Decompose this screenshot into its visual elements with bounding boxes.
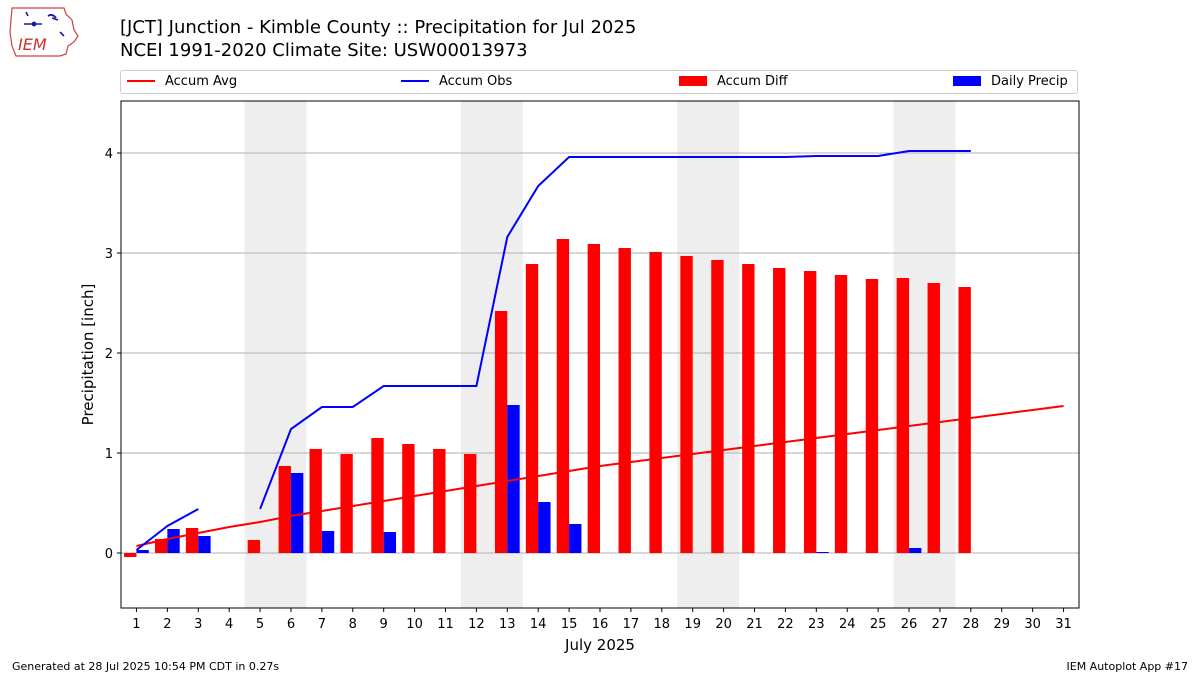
accum-diff-bar (278, 466, 291, 553)
accum-diff-bar (680, 256, 693, 553)
daily-precip-bar (321, 531, 335, 553)
legend: Accum Avg Accum Obs Accum Diff Daily Pre… (120, 70, 1078, 94)
daily-precip-bar (136, 550, 149, 553)
accum-diff-bar (649, 252, 662, 553)
x-tick-label: 25 (870, 617, 887, 632)
logo-text: IEM (18, 35, 47, 54)
x-tick-label: 12 (468, 617, 485, 632)
accum-diff-bar (773, 268, 786, 553)
chart-subtitle: NCEI 1991-2020 Climate Site: USW00013973 (120, 40, 528, 61)
chart-title: [JCT] Junction - Kimble County :: Precip… (120, 17, 637, 38)
accum-diff-bar (402, 444, 415, 553)
x-tick-label: 19 (684, 617, 701, 632)
x-tick-label: 28 (963, 617, 980, 632)
x-tick-label: 24 (839, 617, 856, 632)
accum-diff-bar (340, 454, 353, 553)
legend-item-accum-diff: Accum Diff (679, 73, 788, 91)
legend-label: Accum Diff (717, 74, 788, 89)
x-tick-label: 11 (437, 617, 454, 632)
accum-diff-bar (865, 279, 879, 553)
x-tick-label: 2 (163, 617, 171, 632)
accum-diff-bar (927, 283, 940, 553)
accum-obs-line (135, 150, 971, 551)
accum-diff-bar (433, 449, 446, 553)
legend-label: Accum Obs (439, 74, 513, 89)
daily-precip-bar (383, 532, 397, 553)
x-tick-label: 29 (993, 617, 1010, 632)
accum-diff-bar (958, 287, 971, 553)
x-tick-label: 7 (318, 617, 326, 632)
x-tick-label: 6 (287, 617, 295, 632)
x-tick-label: 22 (777, 617, 794, 632)
x-tick-label: 8 (349, 617, 357, 632)
x-tick-label: 18 (654, 617, 671, 632)
x-tick-label: 17 (623, 617, 640, 632)
accum-diff-bar (834, 275, 848, 553)
legend-item-accum-avg: Accum Avg (127, 73, 237, 91)
daily-precip-bar (909, 548, 922, 553)
y-tick-label: 1 (105, 447, 113, 462)
x-tick-label: 23 (808, 617, 825, 632)
accum-diff-bar (803, 271, 817, 553)
x-tick-label: 27 (932, 617, 949, 632)
x-tick-label: 15 (561, 617, 578, 632)
x-tick-label: 9 (380, 617, 388, 632)
accum-diff-bar (154, 539, 168, 553)
x-tick-label: 13 (499, 617, 516, 632)
accum-diff-bar (618, 248, 631, 553)
legend-item-accum-obs: Accum Obs (401, 73, 512, 91)
accum-diff-bar (742, 264, 755, 553)
y-tick-label: 2 (105, 347, 113, 362)
accum-diff-bar (896, 278, 910, 553)
legend-swatch (127, 79, 155, 82)
legend-item-daily-precip: Daily Precip (953, 73, 1068, 91)
y-tick-label: 3 (105, 247, 113, 262)
legend-swatch (401, 79, 429, 82)
y-tick-label: 4 (105, 147, 113, 162)
legend-label: Daily Precip (991, 74, 1068, 89)
x-tick-label: 30 (1024, 617, 1041, 632)
x-tick-label: 1 (132, 617, 140, 632)
x-tick-label: 4 (225, 617, 233, 632)
legend-swatch (953, 75, 981, 86)
x-tick-label: 5 (256, 617, 264, 632)
x-tick-label: 20 (715, 617, 732, 632)
daily-precip-bar (167, 529, 180, 553)
daily-precip-bar (290, 473, 304, 553)
accum-avg-line (136, 405, 1064, 547)
daily-precip-bar (816, 552, 829, 553)
x-tick-label: 10 (406, 617, 423, 632)
daily-precip-bar (198, 536, 211, 553)
accum-diff-bar (556, 239, 570, 553)
accum-diff-bar (371, 438, 384, 553)
accum-diff-bar (711, 260, 724, 553)
x-tick-label: 31 (1055, 617, 1072, 632)
y-axis-label: Precipitation [inch] (79, 284, 97, 426)
x-tick-label: 21 (746, 617, 763, 632)
accum-diff-bar (124, 553, 137, 557)
y-tick-label: 0 (105, 547, 113, 562)
accum-diff-bar (464, 454, 477, 553)
legend-label: Accum Avg (165, 74, 238, 89)
accum-diff-bar (587, 244, 600, 553)
accum-diff-bar (494, 311, 508, 553)
x-tick-label: 16 (592, 617, 609, 632)
daily-precip-bar (569, 524, 582, 553)
accum-diff-bar (309, 449, 322, 553)
x-tick-label: 26 (901, 617, 918, 632)
daily-precip-bar (538, 502, 551, 553)
footer-generated: Generated at 28 Jul 2025 10:54 PM CDT in… (12, 660, 280, 673)
x-axis-label: July 2025 (564, 636, 635, 654)
accum-diff-bar (185, 528, 199, 553)
x-tick-label: 14 (530, 617, 547, 632)
accum-diff-bar (525, 264, 539, 553)
x-tick-label: 3 (194, 617, 202, 632)
footer-app: IEM Autoplot App #17 (1066, 660, 1189, 673)
legend-swatch (679, 75, 707, 86)
accum-diff-bar (247, 540, 261, 553)
iem-logo: IEM (9, 7, 79, 57)
